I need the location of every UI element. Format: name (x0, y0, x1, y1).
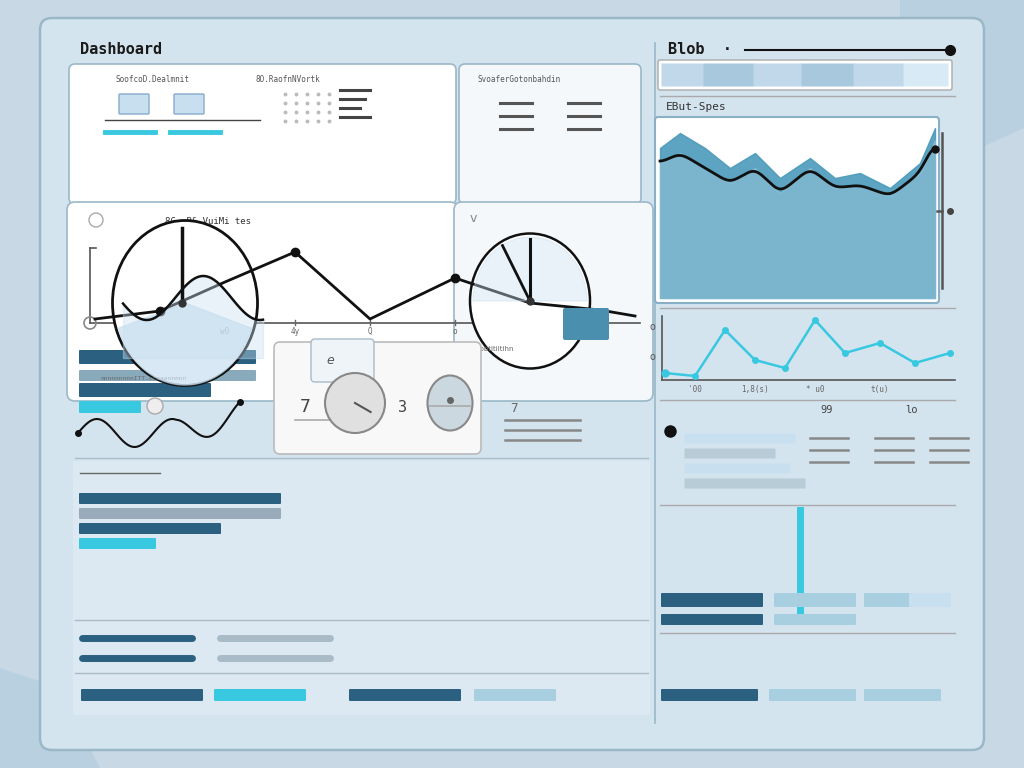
Polygon shape (900, 0, 1024, 148)
FancyBboxPatch shape (73, 461, 650, 715)
FancyBboxPatch shape (903, 64, 948, 87)
Circle shape (147, 398, 163, 414)
FancyBboxPatch shape (662, 614, 763, 625)
Ellipse shape (427, 376, 472, 431)
FancyBboxPatch shape (119, 94, 150, 114)
FancyBboxPatch shape (79, 350, 256, 364)
FancyBboxPatch shape (684, 464, 791, 474)
Text: o: o (650, 322, 656, 332)
Text: o: o (650, 352, 656, 362)
FancyBboxPatch shape (349, 689, 461, 701)
FancyBboxPatch shape (655, 117, 939, 303)
Text: Q: Q (368, 327, 373, 336)
FancyBboxPatch shape (909, 593, 951, 607)
FancyBboxPatch shape (864, 593, 941, 607)
FancyBboxPatch shape (684, 478, 806, 488)
Text: 8O.RaofnNVortk: 8O.RaofnNVortk (255, 75, 319, 84)
FancyBboxPatch shape (274, 342, 481, 454)
FancyBboxPatch shape (40, 18, 984, 750)
Text: w0: w0 (220, 327, 229, 336)
Text: nnnnnnnnnITT.ccaaannnnn: nnnnnnnnnITT.ccaaannnnn (100, 376, 186, 381)
FancyBboxPatch shape (769, 689, 856, 701)
FancyBboxPatch shape (174, 94, 204, 114)
FancyBboxPatch shape (214, 689, 306, 701)
FancyBboxPatch shape (774, 614, 856, 625)
Text: '00: '00 (688, 385, 701, 394)
FancyBboxPatch shape (662, 64, 705, 87)
Text: * u0: * u0 (806, 385, 824, 394)
FancyBboxPatch shape (662, 689, 758, 701)
Text: 99: 99 (820, 405, 833, 415)
FancyBboxPatch shape (81, 689, 203, 701)
Text: abobtitiitihn: abobtitiitihn (472, 346, 514, 352)
Polygon shape (119, 303, 252, 385)
FancyBboxPatch shape (703, 64, 755, 87)
FancyBboxPatch shape (662, 593, 763, 607)
Text: o: o (453, 327, 458, 336)
FancyBboxPatch shape (69, 64, 456, 204)
Text: e: e (326, 354, 334, 367)
FancyBboxPatch shape (79, 383, 211, 397)
Text: lo: lo (905, 405, 918, 415)
FancyBboxPatch shape (864, 689, 941, 701)
Text: 1,8(s): 1,8(s) (741, 385, 769, 394)
Text: SoofcoD.Dealmnit: SoofcoD.Dealmnit (115, 75, 189, 84)
FancyBboxPatch shape (684, 433, 796, 443)
Text: 3: 3 (398, 400, 408, 415)
Text: 8C. B& VuiMi tes: 8C. B& VuiMi tes (165, 217, 251, 226)
Text: EBut-Spes: EBut-Spes (666, 102, 727, 112)
Text: 4y: 4y (291, 327, 300, 336)
Circle shape (325, 373, 385, 433)
FancyBboxPatch shape (774, 593, 856, 607)
FancyBboxPatch shape (79, 538, 156, 549)
FancyBboxPatch shape (474, 689, 556, 701)
FancyBboxPatch shape (79, 370, 256, 381)
Ellipse shape (470, 233, 590, 369)
FancyBboxPatch shape (754, 64, 803, 87)
Polygon shape (473, 237, 587, 301)
FancyBboxPatch shape (79, 523, 221, 534)
FancyBboxPatch shape (79, 401, 141, 413)
FancyBboxPatch shape (684, 449, 775, 458)
Text: 7: 7 (300, 398, 311, 416)
FancyBboxPatch shape (79, 493, 281, 504)
FancyBboxPatch shape (79, 508, 281, 519)
FancyBboxPatch shape (454, 202, 653, 401)
FancyBboxPatch shape (658, 60, 952, 90)
Text: v: v (470, 212, 477, 225)
FancyBboxPatch shape (67, 202, 458, 401)
Text: t(u): t(u) (870, 385, 889, 394)
Ellipse shape (113, 220, 257, 386)
Polygon shape (0, 668, 100, 768)
FancyBboxPatch shape (802, 64, 854, 87)
Text: Dashboard: Dashboard (80, 42, 162, 57)
FancyBboxPatch shape (459, 64, 641, 204)
Text: Blob  ·: Blob · (668, 42, 732, 57)
FancyBboxPatch shape (311, 339, 374, 382)
Text: 7: 7 (510, 402, 517, 415)
FancyBboxPatch shape (563, 308, 609, 340)
Text: SvoaferGotonbahdin: SvoaferGotonbahdin (478, 75, 561, 84)
FancyBboxPatch shape (853, 64, 904, 87)
